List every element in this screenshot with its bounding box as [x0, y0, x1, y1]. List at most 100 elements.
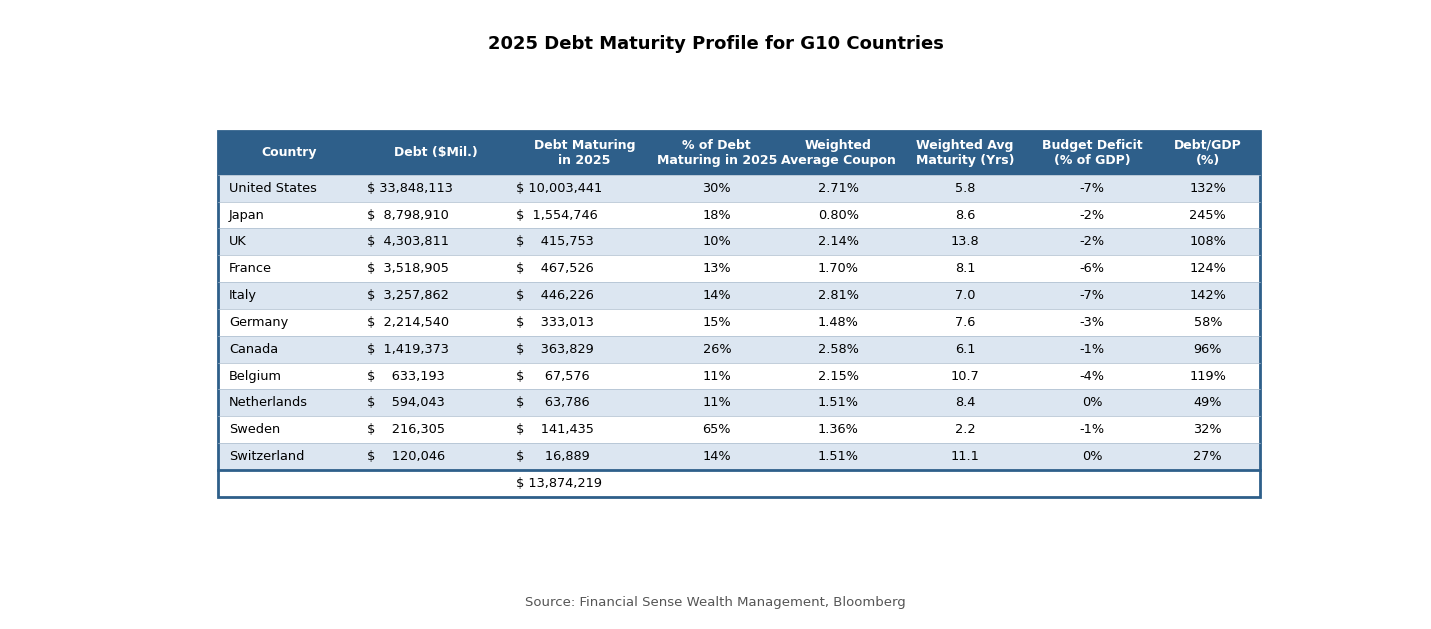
- FancyBboxPatch shape: [509, 416, 658, 443]
- FancyBboxPatch shape: [658, 255, 774, 282]
- Text: 245%: 245%: [1189, 209, 1226, 221]
- FancyBboxPatch shape: [1029, 131, 1155, 175]
- Text: Country: Country: [262, 147, 318, 160]
- FancyBboxPatch shape: [1155, 363, 1261, 389]
- Text: -7%: -7%: [1079, 182, 1105, 195]
- FancyBboxPatch shape: [658, 202, 774, 228]
- Text: $     67,576: $ 67,576: [515, 370, 590, 382]
- Text: 2.81%: 2.81%: [817, 289, 859, 302]
- Text: 27%: 27%: [1193, 450, 1222, 463]
- Text: United States: United States: [229, 182, 316, 195]
- FancyBboxPatch shape: [1155, 309, 1261, 336]
- FancyBboxPatch shape: [1029, 309, 1155, 336]
- Text: Debt Maturing
in 2025: Debt Maturing in 2025: [534, 139, 635, 167]
- FancyBboxPatch shape: [509, 228, 658, 255]
- Text: -1%: -1%: [1079, 343, 1105, 356]
- Text: $    363,829: $ 363,829: [515, 343, 594, 356]
- Text: $    594,043: $ 594,043: [366, 396, 445, 409]
- FancyBboxPatch shape: [774, 470, 902, 497]
- FancyBboxPatch shape: [774, 255, 902, 282]
- FancyBboxPatch shape: [218, 416, 361, 443]
- FancyBboxPatch shape: [218, 443, 361, 470]
- FancyBboxPatch shape: [218, 282, 361, 309]
- Text: UK: UK: [229, 235, 246, 248]
- FancyBboxPatch shape: [361, 336, 509, 363]
- FancyBboxPatch shape: [1029, 363, 1155, 389]
- FancyBboxPatch shape: [218, 389, 361, 416]
- Text: Switzerland: Switzerland: [229, 450, 305, 463]
- FancyBboxPatch shape: [509, 470, 658, 497]
- Text: 13%: 13%: [703, 262, 731, 276]
- FancyBboxPatch shape: [509, 282, 658, 309]
- Text: 8.4: 8.4: [954, 396, 976, 409]
- FancyBboxPatch shape: [902, 389, 1029, 416]
- FancyBboxPatch shape: [1155, 416, 1261, 443]
- FancyBboxPatch shape: [658, 470, 774, 497]
- Text: 108%: 108%: [1189, 235, 1226, 248]
- FancyBboxPatch shape: [902, 309, 1029, 336]
- FancyBboxPatch shape: [218, 309, 361, 336]
- FancyBboxPatch shape: [1155, 336, 1261, 363]
- FancyBboxPatch shape: [902, 363, 1029, 389]
- Text: $  2,214,540: $ 2,214,540: [366, 316, 449, 329]
- Text: Source: Financial Sense Wealth Management, Bloomberg: Source: Financial Sense Wealth Managemen…: [525, 596, 906, 609]
- Text: $ 33,848,113: $ 33,848,113: [366, 182, 452, 195]
- Text: $    333,013: $ 333,013: [515, 316, 594, 329]
- FancyBboxPatch shape: [361, 131, 509, 175]
- FancyBboxPatch shape: [658, 363, 774, 389]
- FancyBboxPatch shape: [361, 470, 509, 497]
- Text: 8.1: 8.1: [954, 262, 976, 276]
- FancyBboxPatch shape: [509, 131, 658, 175]
- FancyBboxPatch shape: [774, 282, 902, 309]
- Text: 2.2: 2.2: [954, 423, 976, 437]
- FancyBboxPatch shape: [774, 363, 902, 389]
- Text: 15%: 15%: [703, 316, 731, 329]
- FancyBboxPatch shape: [361, 255, 509, 282]
- FancyBboxPatch shape: [509, 389, 658, 416]
- FancyBboxPatch shape: [1155, 175, 1261, 202]
- Text: 7.0: 7.0: [954, 289, 976, 302]
- FancyBboxPatch shape: [658, 131, 774, 175]
- FancyBboxPatch shape: [361, 309, 509, 336]
- Text: $  8,798,910: $ 8,798,910: [366, 209, 448, 221]
- Text: 1.70%: 1.70%: [817, 262, 859, 276]
- Text: Debt ($Mil.): Debt ($Mil.): [394, 147, 478, 160]
- FancyBboxPatch shape: [361, 202, 509, 228]
- FancyBboxPatch shape: [509, 202, 658, 228]
- Text: 10%: 10%: [703, 235, 731, 248]
- Text: Italy: Italy: [229, 289, 256, 302]
- Text: 2.71%: 2.71%: [817, 182, 859, 195]
- Text: 6.1: 6.1: [954, 343, 976, 356]
- FancyBboxPatch shape: [658, 309, 774, 336]
- Text: $  4,303,811: $ 4,303,811: [366, 235, 449, 248]
- Text: Netherlands: Netherlands: [229, 396, 308, 409]
- FancyBboxPatch shape: [658, 175, 774, 202]
- FancyBboxPatch shape: [361, 175, 509, 202]
- Text: $    141,435: $ 141,435: [515, 423, 594, 437]
- Text: -4%: -4%: [1079, 370, 1105, 382]
- FancyBboxPatch shape: [1155, 131, 1261, 175]
- Text: Weighted
Average Coupon: Weighted Average Coupon: [781, 139, 896, 167]
- Text: 11%: 11%: [703, 396, 731, 409]
- Text: -3%: -3%: [1079, 316, 1105, 329]
- Text: $    446,226: $ 446,226: [515, 289, 594, 302]
- FancyBboxPatch shape: [902, 228, 1029, 255]
- Text: Sweden: Sweden: [229, 423, 280, 437]
- Text: 1.48%: 1.48%: [817, 316, 859, 329]
- FancyBboxPatch shape: [1155, 228, 1261, 255]
- FancyBboxPatch shape: [774, 389, 902, 416]
- Text: 119%: 119%: [1189, 370, 1226, 382]
- FancyBboxPatch shape: [218, 470, 361, 497]
- Text: 10.7: 10.7: [950, 370, 979, 382]
- Text: 58%: 58%: [1193, 316, 1222, 329]
- FancyBboxPatch shape: [658, 443, 774, 470]
- FancyBboxPatch shape: [1155, 202, 1261, 228]
- FancyBboxPatch shape: [658, 228, 774, 255]
- FancyBboxPatch shape: [774, 443, 902, 470]
- FancyBboxPatch shape: [1155, 389, 1261, 416]
- FancyBboxPatch shape: [218, 131, 361, 175]
- Text: 14%: 14%: [703, 450, 731, 463]
- FancyBboxPatch shape: [774, 416, 902, 443]
- Text: 96%: 96%: [1193, 343, 1222, 356]
- FancyBboxPatch shape: [902, 470, 1029, 497]
